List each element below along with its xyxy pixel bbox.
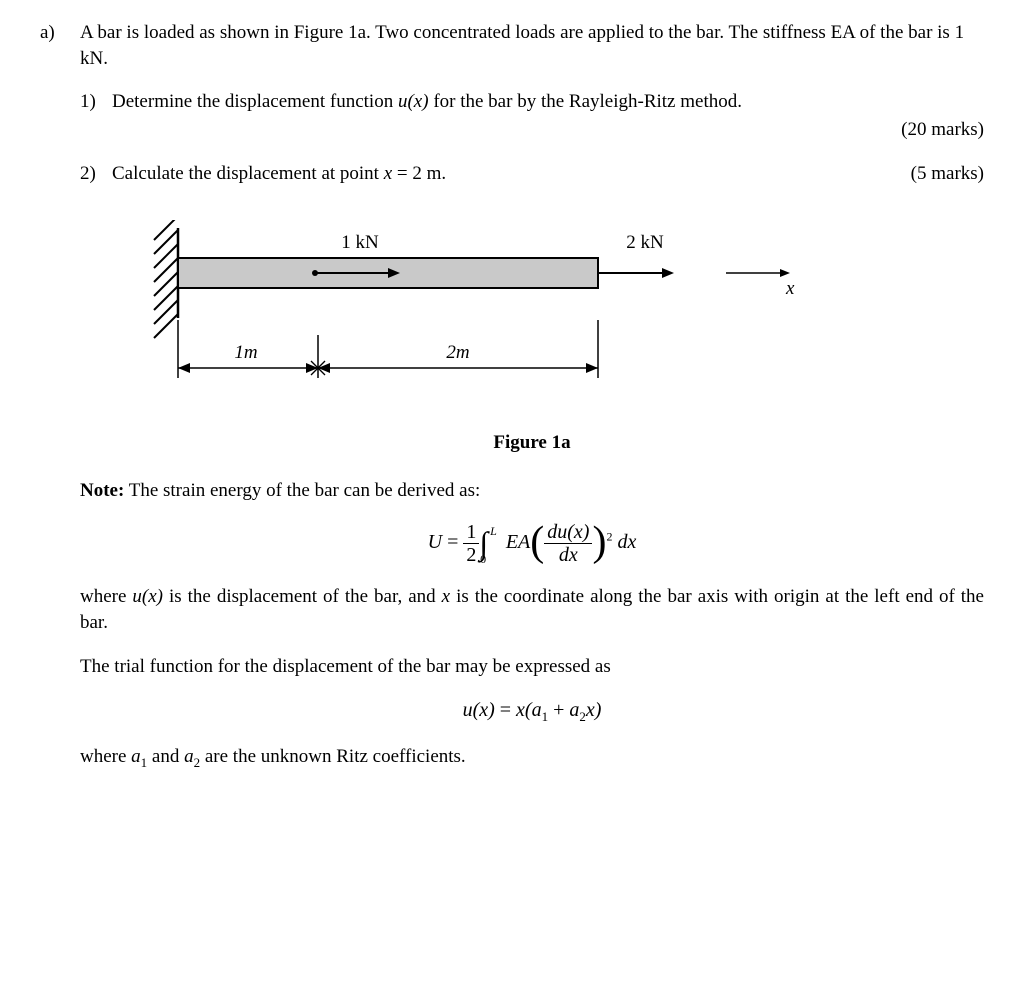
where2-pre: where (80, 746, 131, 767)
q2-row: 2) Calculate the displacement at point x… (80, 161, 984, 187)
int-lo: 0 (480, 552, 486, 566)
where1-x: x (442, 586, 450, 607)
q2-content: Calculate the displacement at point x = … (112, 161, 984, 187)
eq-eq: = (442, 532, 463, 554)
load-2kn: 2 kN (598, 232, 674, 278)
part-label: a) (40, 20, 80, 46)
x-axis-arrow: x (726, 269, 795, 299)
where1-mid: is the displacement of the bar, and (163, 586, 442, 607)
q2-text-pre: Calculate the displacement at point (112, 163, 384, 184)
where1-ux: u(x) (132, 586, 163, 607)
problem-content: A bar is loaded as shown in Figure 1a. T… (80, 20, 984, 785)
trial-a2: a (569, 699, 579, 721)
eq-dx: dx (617, 532, 636, 554)
fixed-support (154, 220, 178, 338)
trial-xclose: x) (586, 699, 602, 721)
trial-intro: The trial function for the displacement … (80, 654, 984, 680)
trial-lhs: u(x) (463, 699, 495, 721)
dimensions: 1m 2m (178, 320, 598, 378)
trial-plus: + (548, 699, 569, 721)
q1-text-post: for the bar by the Rayleigh-Ritz method. (429, 91, 742, 112)
where2-post: are the unknown Ritz coefficients. (200, 746, 466, 767)
q1-ux: u(x) (398, 91, 429, 112)
strain-energy-eq: U = 12∫0L EA(du(x)dx)2 dx (80, 521, 984, 566)
eq-EA: EA (506, 532, 530, 554)
eq-U: U (428, 532, 442, 554)
note-label: Note: (80, 480, 124, 501)
trial-x: x( (516, 699, 532, 721)
where-2: where a1 and a2 are the unknown Ritz coe… (80, 744, 984, 771)
q2-marks: (5 marks) (911, 161, 984, 187)
rparen-icon: ) (592, 519, 606, 565)
q2-post: . (441, 163, 446, 184)
figure-svg: 1 kN 2 kN x (80, 220, 800, 420)
where-1: where u(x) is the displacement of the ba… (80, 584, 984, 635)
q1-row: 1) Determine the displacement function u… (80, 89, 984, 142)
figure-1a: 1 kN 2 kN x (80, 220, 984, 420)
figure-caption: Figure 1a (80, 430, 984, 456)
load2-label: 2 kN (626, 232, 664, 253)
q2-rhs: 2 m (412, 163, 441, 184)
lparen-icon: ( (530, 519, 544, 565)
q1-text-pre: Determine the displacement function (112, 91, 398, 112)
eq-half: 12 (463, 521, 479, 566)
q2-lhs: x (384, 163, 392, 184)
eq-sq: 2 (606, 530, 612, 544)
eq-du: du(x)dx (544, 521, 592, 566)
q2-label: 2) (80, 161, 112, 187)
trial-a1: a (532, 699, 542, 721)
where2-a2: a (184, 746, 194, 767)
dim2-label: 2m (446, 342, 469, 363)
problem-statement: A bar is loaded as shown in Figure 1a. T… (80, 20, 984, 71)
load1-label: 1 kN (341, 232, 379, 253)
where2-a1: a (131, 746, 141, 767)
q1-label: 1) (80, 89, 112, 115)
note-text: The strain energy of the bar can be deri… (124, 480, 480, 501)
q2-op: = (392, 163, 412, 184)
trial-eq-sign: = (495, 699, 516, 721)
dim1-label: 1m (234, 342, 257, 363)
problem-row: a) A bar is loaded as shown in Figure 1a… (40, 20, 984, 785)
x-axis-label: x (785, 278, 795, 299)
int-hi: L (490, 524, 497, 538)
note-line: Note: The strain energy of the bar can b… (80, 478, 984, 504)
where1-pre: where (80, 586, 132, 607)
trial-eq: u(x) = x(a1 + a2x) (80, 697, 984, 726)
q1-content: Determine the displacement function u(x)… (112, 89, 984, 142)
where2-and: and (147, 746, 184, 767)
q1-marks: (20 marks) (901, 119, 984, 140)
